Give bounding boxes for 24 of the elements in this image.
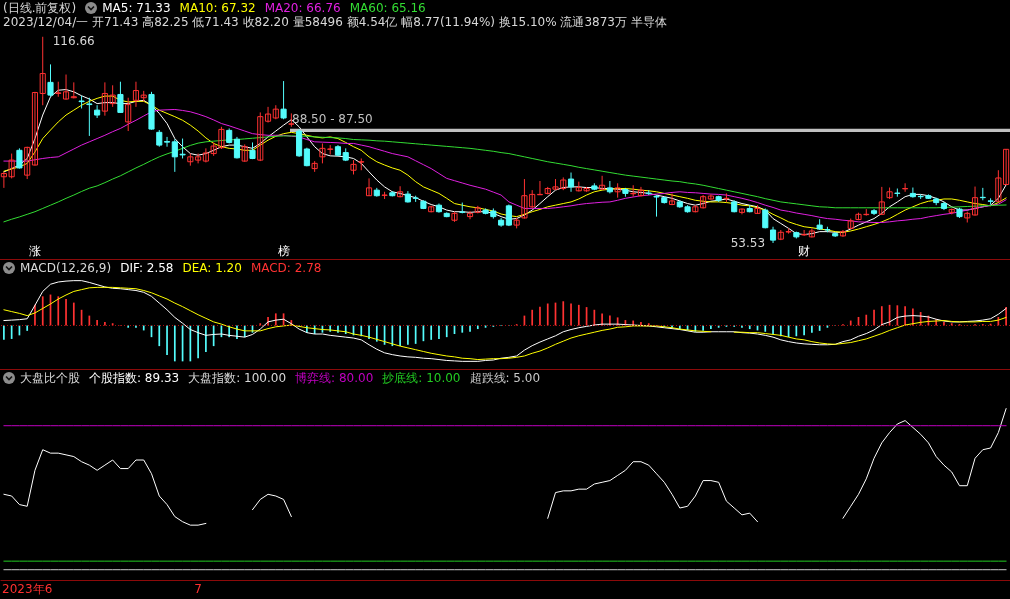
- chart-title: MACD(12,26,9): [20, 261, 112, 275]
- text: 抄底线: 10.00: [382, 371, 461, 385]
- text: 超跌线: 5.00: [469, 371, 541, 385]
- text: MA10: 67.32: [179, 1, 256, 15]
- text: MA60: 65.16: [349, 1, 426, 15]
- text: 116.66: [52, 33, 95, 48]
- text: 2023/12/04/一 开71.43 高82.25 低71.43 收82.20 量58496 额4.54亿 幅8.77(11.94%) 换15.10% 流通3873万 半导体: [3, 15, 667, 29]
- text: 博弈线: 80.00: [295, 371, 374, 385]
- text: 个股指数: 89.33: [89, 371, 180, 385]
- x-tick-label: 2023年6: [2, 581, 53, 596]
- x-tick-label: 涨: [28, 243, 41, 258]
- series-label: DIF: 2.58: [120, 261, 174, 275]
- band-label: 88.50 - 87.50: [292, 111, 373, 126]
- x-tick-label: 财: [798, 243, 811, 258]
- x-tick-label: 7: [194, 581, 202, 596]
- text: 53.53: [730, 235, 766, 250]
- text: MACD: 2.78: [250, 261, 322, 275]
- text: MA20: 66.76: [264, 1, 341, 15]
- x-tick-label: 榜: [277, 243, 290, 258]
- text: DEA: 1.20: [182, 261, 242, 275]
- chart-title: 大盘比个股: [20, 371, 80, 385]
- text: 大盘指数: 100.00: [188, 371, 287, 385]
- chart-title: (日线.前复权): [3, 1, 77, 15]
- text: MA5: 71.33: [102, 1, 171, 15]
